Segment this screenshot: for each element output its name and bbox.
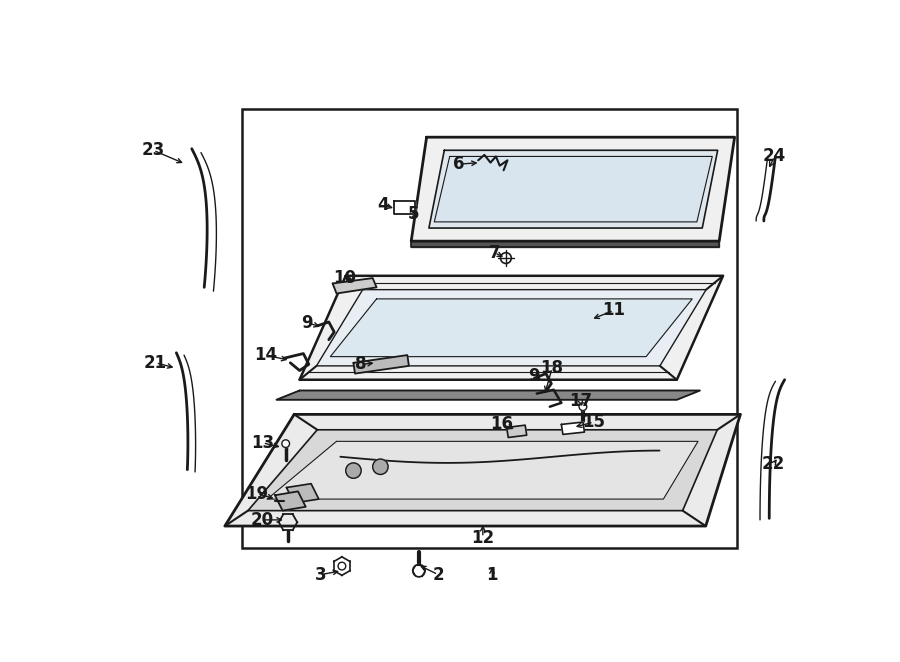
Bar [242,109,737,547]
Text: 12: 12 [472,528,494,547]
Text: 14: 14 [254,346,277,364]
Polygon shape [274,491,306,510]
Text: 15: 15 [582,413,605,431]
Polygon shape [507,425,526,438]
Text: 10: 10 [333,269,356,287]
Text: 8: 8 [356,355,367,373]
Polygon shape [276,391,700,400]
Text: 5: 5 [408,205,419,223]
Text: 7: 7 [489,244,500,261]
Text: 21: 21 [144,354,167,372]
Text: 13: 13 [251,434,274,452]
Text: 6: 6 [454,155,464,173]
Circle shape [579,403,587,410]
Polygon shape [333,278,376,293]
Polygon shape [286,484,319,503]
Text: 20: 20 [251,511,274,529]
Text: 3: 3 [315,565,327,583]
Text: 9: 9 [302,314,313,332]
Polygon shape [317,290,706,366]
Polygon shape [248,430,717,510]
Text: 23: 23 [141,141,165,160]
Text: 22: 22 [761,455,785,473]
Circle shape [333,557,351,575]
Polygon shape [330,299,692,357]
Polygon shape [429,150,717,228]
Text: 4: 4 [377,196,389,214]
Polygon shape [411,241,719,248]
Polygon shape [225,414,741,526]
Text: 19: 19 [246,485,269,502]
Circle shape [373,459,388,475]
Polygon shape [562,422,584,434]
Text: 9: 9 [527,367,539,385]
Polygon shape [435,156,712,222]
Text: 2: 2 [432,565,444,583]
Circle shape [346,463,361,479]
Text: 18: 18 [541,359,563,377]
Text: 17: 17 [569,393,592,410]
Text: 11: 11 [602,301,626,320]
Polygon shape [354,355,409,373]
Text: 1: 1 [486,565,498,583]
Circle shape [338,562,346,570]
Polygon shape [267,442,698,499]
Polygon shape [300,276,723,380]
Text: 24: 24 [763,148,787,166]
Circle shape [282,440,290,448]
Text: 16: 16 [490,415,513,434]
Polygon shape [394,201,415,214]
Polygon shape [411,137,734,241]
Circle shape [500,253,511,263]
Circle shape [413,565,425,577]
